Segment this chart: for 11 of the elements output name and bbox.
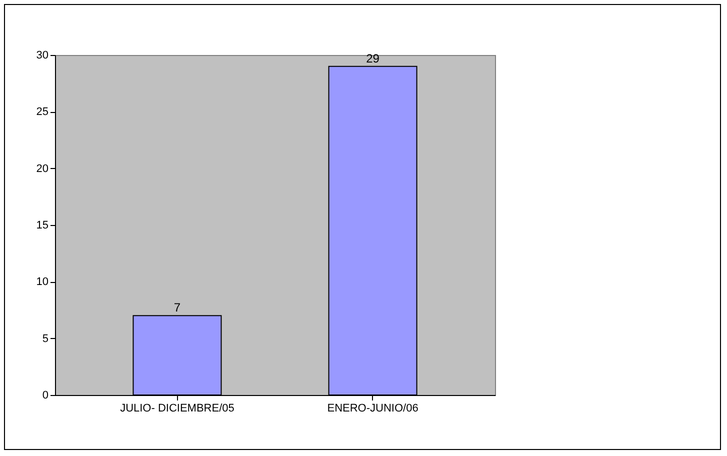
x-tick-label: JULIO- DICIEMBRE/05	[120, 402, 234, 414]
data-label: 29	[366, 51, 380, 66]
y-tick-label: 25	[36, 106, 48, 118]
data-label: 7	[174, 300, 181, 315]
y-tick-label: 30	[36, 50, 48, 62]
y-tick-label: 5	[42, 332, 48, 345]
y-tick-label: 15	[36, 220, 48, 232]
y-tick-label: 10	[36, 276, 48, 288]
x-tick-label: ENERO-JUNIO/06	[327, 402, 418, 414]
y-tick-label: 20	[36, 162, 48, 175]
y-tick-label: 0	[42, 390, 48, 402]
